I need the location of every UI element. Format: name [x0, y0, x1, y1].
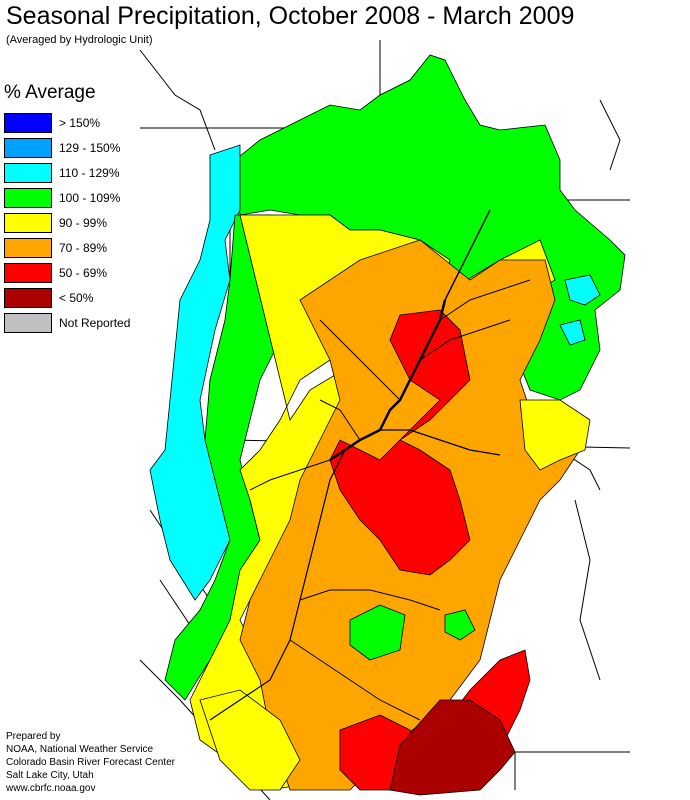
credits-line: Colorado Basin River Forecast Center [6, 757, 175, 768]
legend-label: 129 - 150% [59, 140, 121, 155]
legend-swatch [4, 137, 52, 158]
legend-item: > 150% [4, 110, 130, 135]
legend-item: 90 - 99% [4, 210, 130, 235]
river-network [209, 209, 531, 721]
legend-label: 110 - 129% [59, 165, 120, 180]
legend-label: > 150% [59, 115, 101, 130]
legend-swatch [4, 262, 52, 283]
legend-item: 129 - 150% [4, 135, 130, 160]
legend-swatch [4, 312, 52, 333]
map-subtitle: (Averaged by Hydrologic Unit) [6, 34, 153, 46]
region-green-south-2 [444, 609, 476, 641]
legend-item: 110 - 129% [4, 160, 130, 185]
region-cyan-east [564, 274, 601, 306]
region-green-south [349, 604, 406, 661]
region-darkred-south [389, 699, 516, 796]
region-red-central [329, 309, 471, 576]
credits-line: NOAA, National Weather Service [6, 744, 154, 755]
legend-item: < 50% [4, 285, 130, 310]
legend-label: 70 - 89% [59, 240, 108, 255]
credits-line: www.cbrfc.noaa.gov [6, 783, 96, 794]
legend-label: 90 - 99% [59, 215, 108, 230]
region-cyan-east-2 [559, 319, 586, 346]
legend-label: 100 - 109% [59, 190, 121, 205]
legend-swatch [4, 237, 52, 258]
map-title: Seasonal Precipitation, October 2008 - M… [6, 2, 575, 30]
legend-swatch [4, 287, 52, 308]
legend-item: 50 - 69% [4, 260, 130, 285]
legend-item: 100 - 109% [4, 185, 130, 210]
legend-swatch [4, 212, 52, 233]
region-layer [149, 54, 626, 796]
legend-swatch [4, 112, 52, 133]
region-yellow-east [519, 399, 591, 471]
legend-label: Not Reported [59, 315, 131, 330]
legend-swatch [4, 162, 52, 183]
credits-block: Prepared by NOAA, National Weather Servi… [6, 730, 175, 795]
legend: % Average > 150% 129 - 150% 110 - 129% 1… [4, 82, 130, 335]
legend-label: 50 - 69% [59, 265, 108, 280]
legend-swatch [4, 187, 52, 208]
credits-line: Prepared by [6, 731, 61, 742]
credits-line: Salt Lake City, Utah [6, 770, 94, 781]
legend-title: % Average [4, 82, 96, 103]
legend-item: Not Reported [4, 310, 130, 335]
legend-item: 70 - 89% [4, 235, 130, 260]
legend-label: < 50% [59, 290, 94, 305]
